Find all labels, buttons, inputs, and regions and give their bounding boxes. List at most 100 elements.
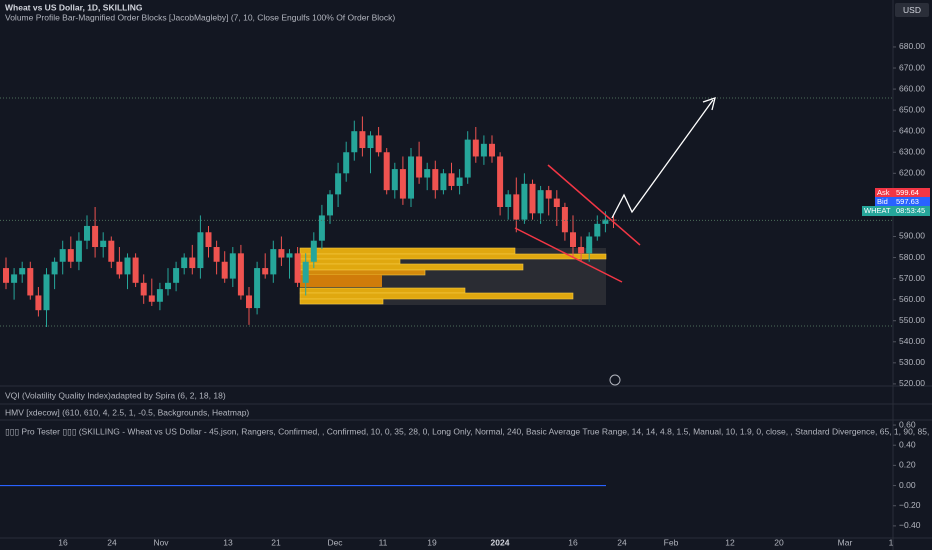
trend-line: [514, 227, 623, 283]
candle-body: [140, 282, 147, 296]
y-tick-label: 620.00: [899, 168, 925, 178]
candle-body: [464, 139, 471, 178]
x-tick-label: 20: [774, 537, 784, 547]
y-tick-label: 0.20: [899, 460, 916, 470]
candle-body: [67, 249, 74, 262]
indicator-label: Volume Profile Bar-Magnified Order Block…: [5, 12, 395, 22]
profile-bar: [299, 263, 524, 271]
currency-button[interactable]: [895, 3, 929, 17]
profile-bar: [300, 275, 382, 281]
candle-body: [318, 215, 325, 241]
y-tick-label: 0.60: [899, 419, 916, 429]
y-tick-label: 0.00: [899, 480, 916, 490]
y-tick-label: 580.00: [899, 252, 925, 262]
profile-bar: [299, 292, 574, 300]
candle-body: [262, 268, 269, 275]
candle-body: [602, 219, 609, 224]
x-tick-label: Nov: [153, 537, 169, 547]
candle-body: [367, 135, 374, 149]
y-tick-label: 650.00: [899, 104, 925, 114]
candle-body: [100, 240, 107, 248]
candle-body: [27, 268, 34, 296]
candle-body: [335, 173, 342, 195]
candle-body: [302, 261, 309, 283]
candle-body: [43, 274, 50, 311]
candle-body: [213, 247, 220, 262]
profile-bar: [299, 269, 426, 276]
candle-body: [197, 232, 204, 269]
candle-body: [270, 249, 277, 275]
y-tick-label: 680.00: [899, 41, 925, 51]
quote-name: WHEAT: [864, 206, 891, 215]
quote-value: 599.64: [896, 188, 919, 197]
candle-body: [505, 194, 512, 208]
quote-badge: [862, 206, 930, 216]
x-tick-label: 13: [223, 537, 233, 547]
candle-body: [424, 169, 431, 178]
projection-arrow: [611, 99, 714, 219]
y-tick-label: 640.00: [899, 125, 925, 135]
candle-body: [513, 194, 520, 220]
candle-body: [205, 232, 212, 248]
candle-body: [51, 261, 58, 275]
x-tick-label: 16: [568, 537, 578, 547]
x-tick-label: 2024: [491, 537, 510, 547]
candle-body: [343, 152, 350, 174]
candle-body: [3, 268, 9, 283]
candle-body: [408, 156, 414, 199]
y-tick-label: 530.00: [899, 357, 925, 367]
arrow-head: [702, 97, 716, 111]
chart-title: Wheat vs US Dollar, 1D, SKILLING: [5, 2, 143, 12]
candle-body: [59, 249, 66, 262]
profile-bar: [299, 287, 466, 294]
profile-bar: [299, 247, 516, 255]
y-tick-label: 630.00: [899, 147, 925, 157]
candles: [3, 116, 617, 328]
candle-body: [359, 131, 366, 149]
x-tick-label: 16: [58, 537, 68, 547]
candle-body: [181, 257, 188, 269]
currency-label[interactable]: USD: [903, 5, 921, 15]
candle-body: [553, 198, 560, 208]
candle-body: [570, 232, 576, 248]
quote-badge: [875, 188, 930, 198]
candle-body: [529, 183, 536, 214]
candle-body: [278, 249, 285, 258]
y-tick-label: 560.00: [899, 294, 925, 304]
trend-line: [547, 164, 641, 246]
candle-body: [132, 257, 139, 283]
y-tick-label: 590.00: [899, 231, 925, 241]
candle-body: [391, 169, 398, 191]
candle-body: [11, 274, 18, 283]
candle-body: [148, 295, 155, 302]
quote-value: 08:53:45: [896, 206, 925, 215]
replay-icon[interactable]: [609, 374, 621, 386]
y-tick-label: −0.40: [899, 520, 921, 530]
profile-bar: [299, 253, 607, 260]
x-tick-label: 12: [725, 537, 735, 547]
candle-body: [286, 253, 293, 258]
candle-body: [156, 289, 163, 302]
y-tick-label: −0.20: [899, 500, 921, 510]
y-tick-label: 670.00: [899, 62, 925, 72]
pane-label: VQI (Volatility Quality Index)adapted by…: [5, 390, 226, 400]
candle-body: [254, 268, 261, 309]
candle-body: [375, 135, 382, 153]
candle-body: [92, 225, 99, 248]
quote-value: 597.63: [896, 197, 919, 206]
x-tick-label: 19: [427, 537, 437, 547]
order-block: [299, 247, 607, 305]
candle-body: [237, 253, 244, 296]
candle-body: [586, 236, 593, 254]
candle-body: [399, 169, 406, 199]
candle-body: [594, 223, 601, 237]
candle-body: [489, 143, 495, 157]
y-tick-label: 570.00: [899, 273, 925, 283]
candle-body: [497, 156, 504, 208]
candle-body: [480, 143, 487, 157]
candle-body: [221, 261, 228, 279]
quote-badge: [875, 197, 930, 207]
candle-body: [561, 207, 568, 233]
